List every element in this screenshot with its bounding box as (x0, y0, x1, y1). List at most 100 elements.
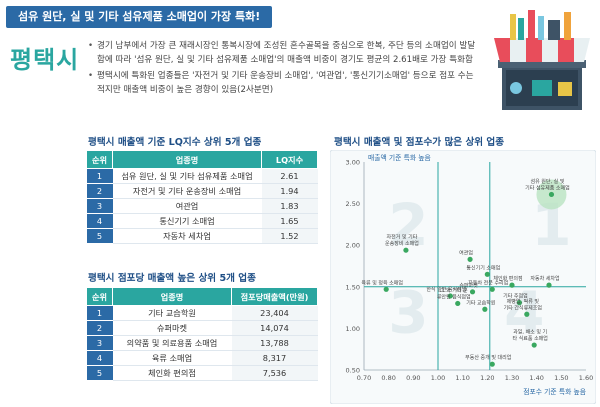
headline-banner: 섬유 원단, 실 및 기타 섬유제품 소매업이 가장 특화! (6, 6, 273, 28)
industry-cell: 자전거 및 기타 운송장비 소매업 (112, 183, 262, 199)
x-tick-label: 1.20 (480, 374, 494, 382)
x-tick-label: 1.00 (431, 374, 445, 382)
chart-title: 평택시 매출액 및 점포수가 많은 상위 업종 (334, 137, 505, 148)
x-tick-label: 0.90 (406, 374, 420, 382)
value-cell: 14,074 (231, 320, 318, 336)
data-point (516, 300, 522, 306)
col-rank: 순위 (86, 287, 113, 306)
industry-cell: 의약품 및 의료용품 소매업 (112, 335, 232, 351)
point-label: 그 외 기타 분 (440, 287, 468, 294)
x-tick-label: 0.80 (381, 374, 395, 382)
data-point (469, 289, 476, 295)
col-lq: LQ지수 (261, 150, 318, 169)
rank-cell: 3 (86, 335, 113, 351)
industry-cell: 체인화 편의점 (112, 365, 232, 381)
value-cell: 1.65 (261, 213, 318, 229)
table2-title: 평택시 점포당 매출액 높은 상위 5개 업종 (88, 273, 256, 284)
scatter-chart-svg: 123 40.501.001.502.002.503.000.70 0.80 0.90… (330, 150, 596, 404)
rank-cell: 2 (86, 183, 113, 199)
point-label: 기타 교습학원 (466, 299, 496, 306)
point-label: 자전거 및 기타 (387, 234, 418, 241)
y-tick-label: 1.50 (346, 283, 360, 291)
y-axis-label: 매출액 기준 특화 높음 (368, 153, 431, 162)
y-tick-label: 1.00 (346, 325, 360, 333)
data-point (546, 282, 552, 288)
data-point (467, 256, 473, 262)
bullet-item: 평택시에 특화된 업종들은 '자전거 및 기타 운송장비 소매업', '여관업'… (88, 70, 483, 97)
data-point (484, 271, 490, 277)
scatter-chart: 1 2 3 4 0.50 1.00 1.50 2.00 2.50 3.00 0.70 0.80 0.90… (330, 150, 596, 404)
rank-cell: 5 (86, 228, 113, 244)
rank-cell: 4 (86, 350, 113, 366)
point-label: 체인화 편의점 (493, 275, 522, 282)
data-point (403, 247, 409, 253)
rank-cell: 3 (86, 198, 113, 214)
y-tick-label: 2.50 (346, 200, 360, 208)
data-point (447, 293, 453, 299)
col-rank: 순위 (86, 150, 113, 169)
table-row: 5 자동차 세차업 1.52 (86, 228, 318, 244)
value-cell: 13,788 (231, 335, 318, 351)
y-tick-label: 0.50 (346, 367, 360, 375)
data-point (489, 286, 495, 292)
value-cell: 23,404 (231, 305, 318, 321)
point-label: 류안된 음식점업 (437, 293, 471, 300)
x-tick-label: 1.50 (554, 374, 568, 382)
data-point (531, 342, 537, 348)
rank-cell: 1 (86, 305, 113, 321)
point-label: 슈퍼마켓 (459, 282, 478, 289)
summary-bullets: 경기 남부에서 가장 큰 재래시장인 통복시장에 조성된 혼수골목을 중심으로 … (88, 40, 483, 100)
chart-frame (330, 150, 596, 404)
sales-per-store-table: 순위 업종명 점포당매출액(만원) 1 기타 교습학원 23,404 2 슈퍼마켓 14… (86, 287, 318, 381)
x-tick-label: 1.10 (455, 374, 469, 382)
x-tick-label: 1.30 (505, 374, 519, 382)
data-point (509, 282, 515, 288)
point-label: 부동산 중개 및 대리업 (465, 354, 511, 361)
table-row: 1 기타 교습학원 23,404 (86, 305, 318, 321)
data-point (548, 191, 555, 198)
value-cell: 1.83 (261, 198, 318, 214)
x-tick-label: 1.60 (579, 374, 593, 382)
table-row: 4 육류 소매업 8,317 (86, 350, 318, 366)
rank-cell: 2 (86, 320, 113, 336)
point-label: 기타 섬유제품 소매업 (525, 184, 570, 191)
x-tick-label: 1.40 (529, 374, 543, 382)
y-tick-label: 2.00 (346, 242, 360, 250)
x-axis-label: 점포수 기준 특화 높음 (523, 387, 586, 396)
point-label: 제빵업, 떡류 및 (507, 298, 540, 305)
point-label: 타 식료품 소매업 (513, 335, 548, 342)
value-cell: 1.94 (261, 183, 318, 199)
rank-cell: 4 (86, 213, 113, 229)
industry-cell: 육류 소매업 (112, 350, 232, 366)
point-label: 통신기기 소매업 (466, 264, 500, 271)
bullet-item: 경기 남부에서 가장 큰 재래시장인 통복시장에 조성된 혼수골목을 중심으로 … (88, 40, 483, 67)
point-label: 기타 주점업 (503, 293, 528, 300)
table1-title: 평택시 매출액 기준 LQ지수 상위 5개 업종 (88, 137, 262, 148)
table-row: 3 의약품 및 의료용품 소매업 13,788 (86, 335, 318, 351)
data-point (489, 361, 495, 367)
point-label: 자동차 세차업 (530, 275, 559, 282)
table-row: 2 자전거 및 기타 운송장비 소매업 1.94 (86, 183, 318, 199)
rank-cell: 5 (86, 365, 113, 381)
data-point (482, 306, 488, 312)
table-row: 4 통신기기 소매업 1.65 (86, 213, 318, 229)
value-cell: 2.61 (261, 168, 318, 184)
table-row: 3 여관업 1.83 (86, 198, 318, 214)
point-label: 운송장비 소매업 (385, 240, 419, 247)
table-row: 1 섬유 원단, 실 및 기타 섬유제품 소매업 2.61 (86, 168, 318, 184)
value-cell: 8,317 (231, 350, 318, 366)
table-row: 2 슈퍼마켓 14,074 (86, 320, 318, 336)
industry-cell: 슈퍼마켓 (112, 320, 232, 336)
data-point (455, 300, 461, 307)
col-industry: 업종명 (112, 150, 262, 169)
point-label: 기타 간식류제조업 (504, 304, 542, 311)
value-cell: 7,536 (231, 365, 318, 381)
value-cell: 1.52 (261, 228, 318, 244)
shop-illustration-icon (494, 10, 590, 110)
col-sales: 점포당매출액(만원) (231, 287, 318, 306)
point-label: 과일, 채소 및 기 (513, 329, 547, 336)
table-header-row: 순위 업종명 점포당매출액(만원) (86, 287, 318, 306)
point-label: 섬유 원단, 실 및 (530, 178, 564, 185)
data-point (524, 311, 530, 317)
lq-top5-table: 순위 업종명 LQ지수 1 섬유 원단, 실 및 기타 섬유제품 소매업 2.61 … (86, 150, 318, 244)
